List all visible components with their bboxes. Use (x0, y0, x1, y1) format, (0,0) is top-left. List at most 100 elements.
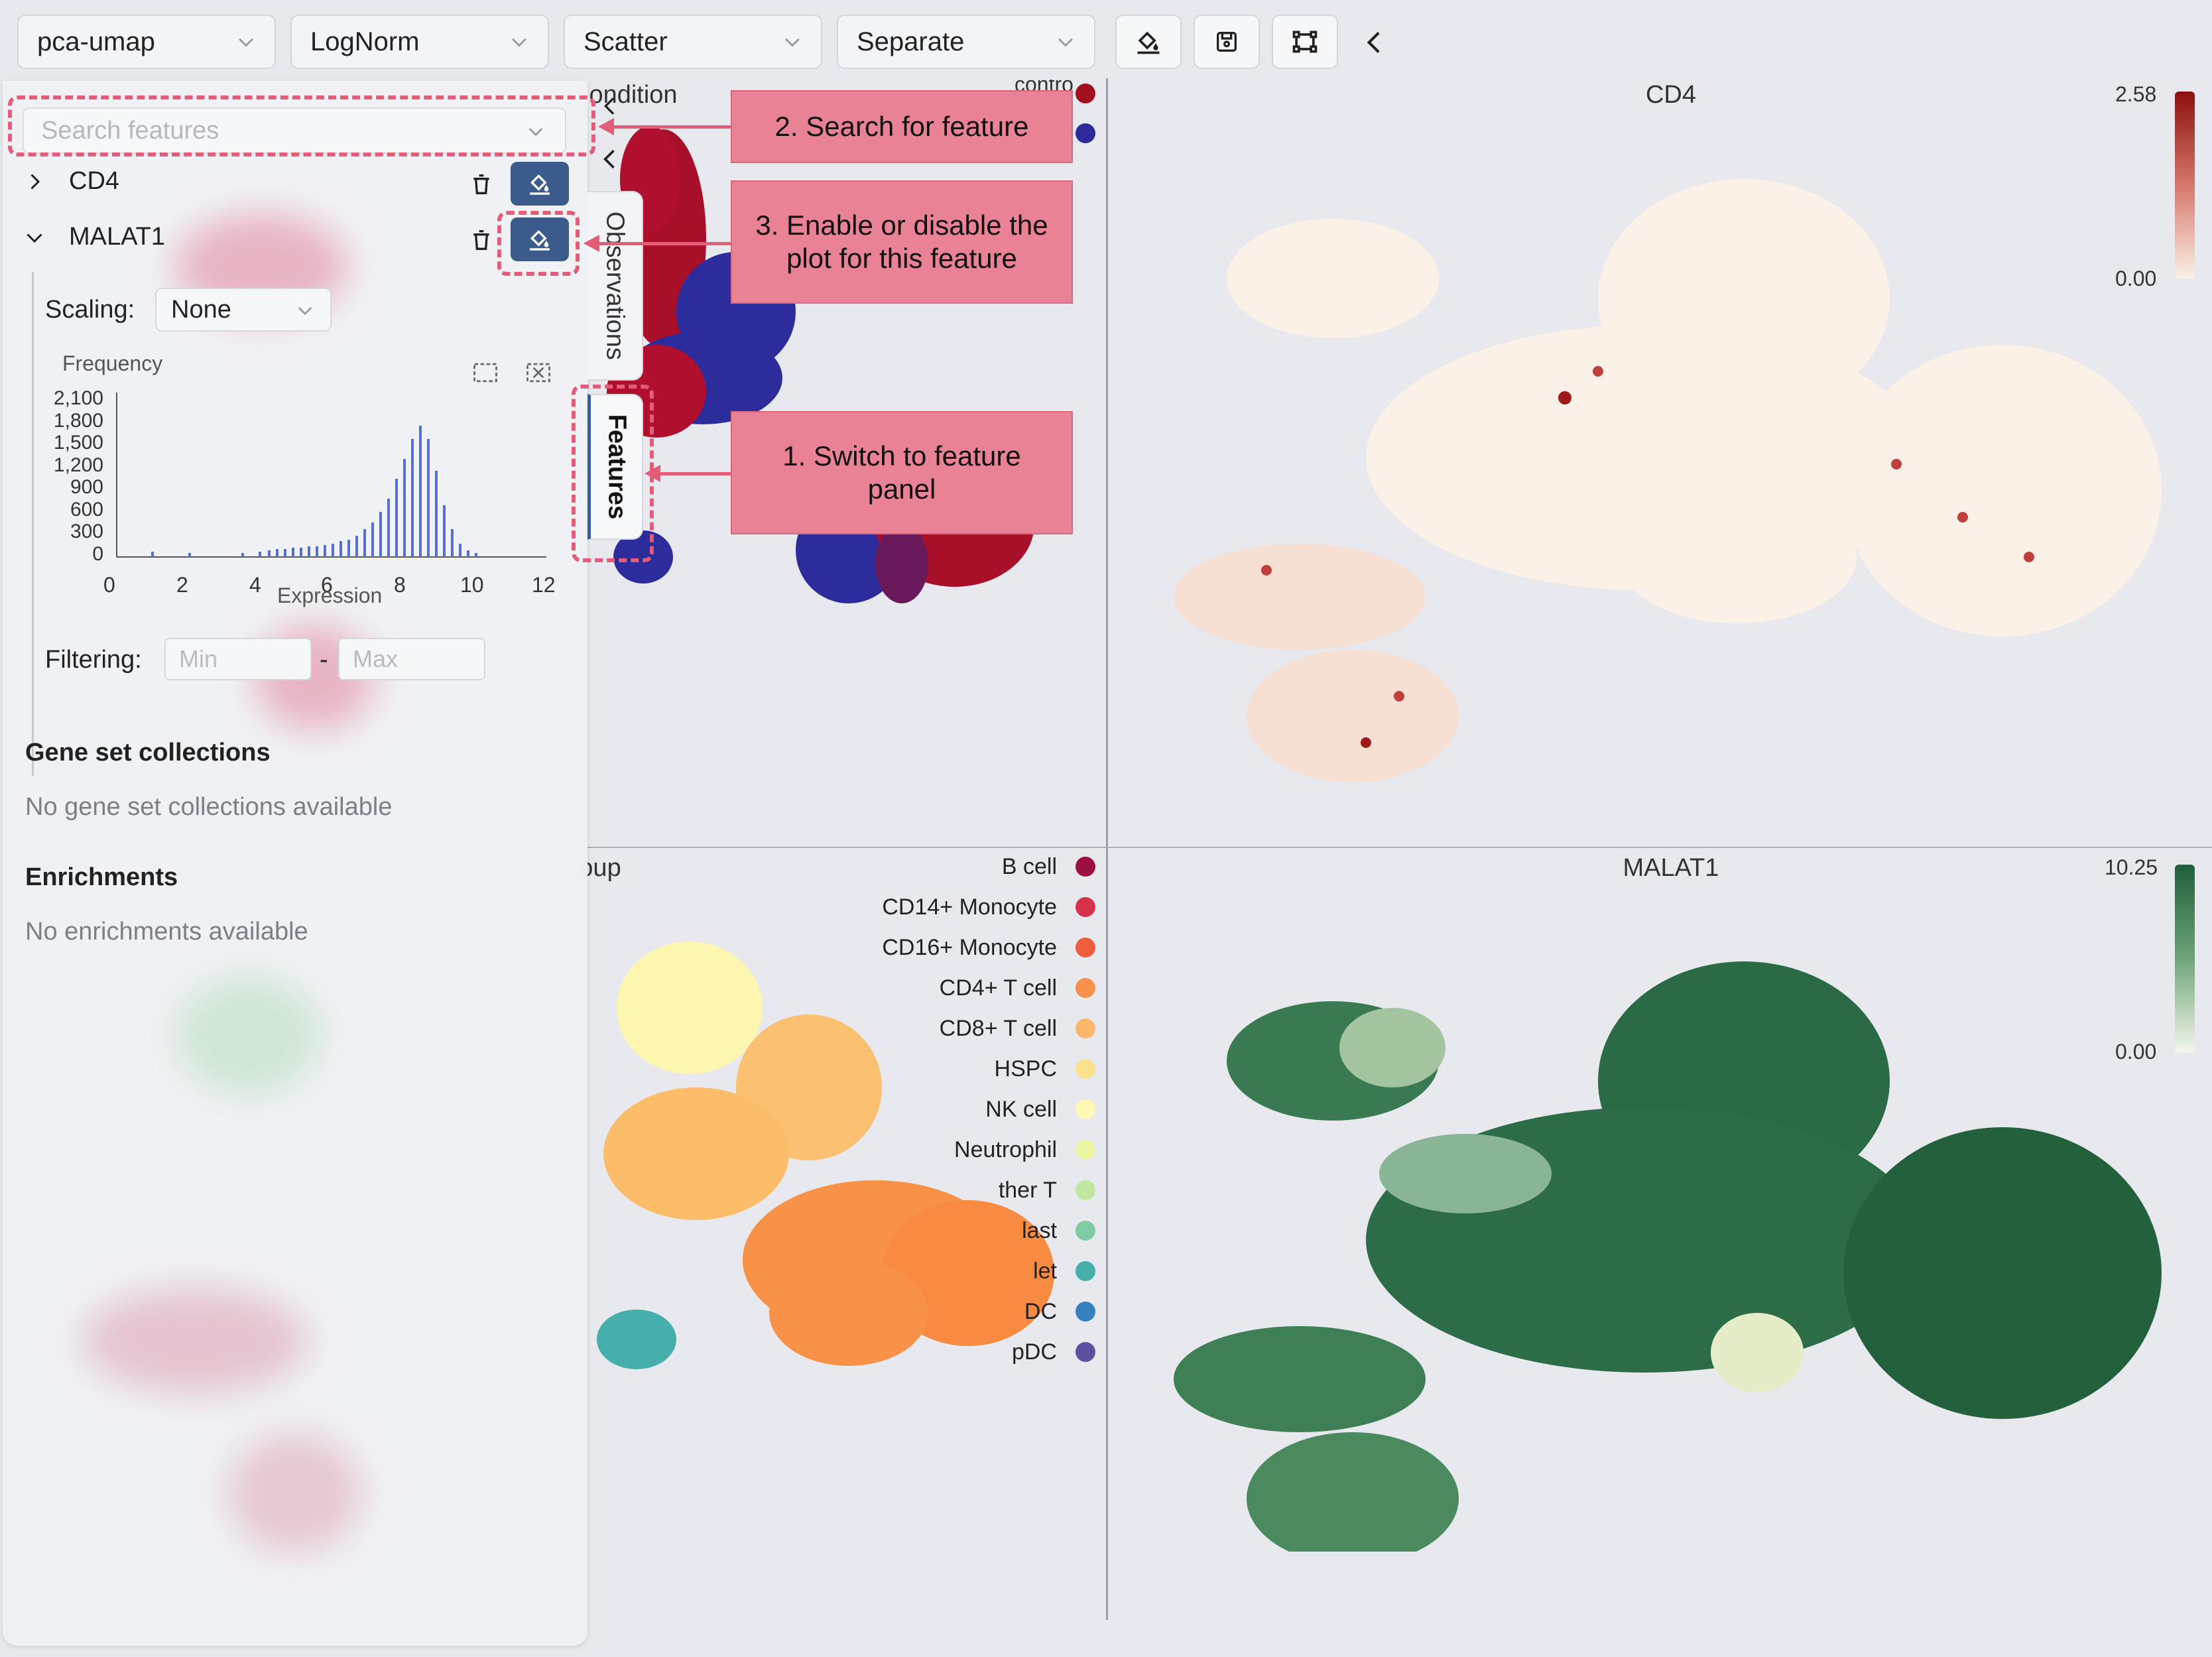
x-tick: 10 (460, 573, 484, 597)
x-tick: 12 (532, 573, 556, 597)
legend-dot (1075, 1018, 1095, 1038)
group-scatter (597, 942, 1054, 1369)
toggle-plot-button-cd4[interactable] (511, 162, 569, 206)
enrichments-empty: No enrichments available (25, 918, 308, 946)
paint-bucket-icon (530, 229, 550, 251)
chevron-left-icon (603, 149, 615, 169)
histogram-y-ticks: 2,100 1,800 1,500 1,200 900 600 300 0 (42, 387, 103, 565)
y-tick: 0 (92, 542, 103, 565)
save-button[interactable] (1194, 15, 1260, 69)
x-tick: 8 (394, 573, 406, 597)
scaling-label: Scaling: (45, 296, 135, 324)
legend-dot (1075, 1342, 1095, 1362)
filter-range-dash: - (320, 646, 328, 674)
legend-label: CD8+ T cell (939, 1016, 1057, 1041)
annotation-arrow-toggle (584, 235, 731, 252)
feature-name: MALAT1 (69, 223, 166, 251)
box-select-icon[interactable] (469, 358, 501, 387)
legend-label: HSPC (994, 1056, 1057, 1081)
legend-dot (1075, 1180, 1095, 1200)
filter-max-input[interactable]: Max (338, 638, 485, 680)
legend-label: ther T (998, 1178, 1057, 1203)
scaling-select[interactable]: None (155, 288, 332, 332)
legend-label: B cell (1001, 854, 1057, 879)
x-tick: 6 (321, 573, 333, 597)
trash-icon[interactable] (468, 170, 495, 199)
malat1-colorbar-max: 10.25 (2105, 855, 2158, 879)
tab-observations-label: Observations (601, 212, 629, 360)
normalization-select[interactable]: LogNorm (290, 15, 549, 69)
expression-histogram (116, 393, 546, 558)
chevron-down-icon (512, 38, 526, 47)
paint-bucket-icon (1137, 31, 1160, 54)
filtering-label: Filtering: (45, 646, 142, 674)
cd4-plot-title: CD4 (1645, 81, 1697, 109)
toolbar: pca-umap LogNorm Scatter Separate (0, 0, 2212, 80)
annotation-callout-features-tab: 1. Switch to feature panel (731, 411, 1073, 534)
trash-icon[interactable] (468, 225, 495, 255)
tab-bar-toggle[interactable] (597, 93, 623, 119)
gene-set-collections-heading: Gene set collections (25, 739, 271, 767)
paint-bucket-icon (530, 174, 550, 195)
x-tick: 0 (103, 573, 115, 597)
feature-row-cd4[interactable]: CD4 (23, 167, 119, 196)
annotation-highlight-search (8, 95, 595, 156)
x-tick: 4 (249, 573, 261, 597)
tab-collapse-button[interactable] (595, 145, 625, 174)
annotation-highlight-features-tab (572, 385, 654, 562)
embedding-select-value: pca-umap (37, 27, 155, 56)
legend-dot (1075, 857, 1095, 877)
condition-plot-title: ondition (589, 81, 678, 109)
cd4-scatter (1174, 179, 2162, 782)
legend-dot (1075, 1099, 1095, 1119)
paint-bucket-button[interactable] (1115, 15, 1182, 69)
legend-dot-control (1075, 84, 1095, 103)
fit-view-button[interactable] (1272, 15, 1338, 69)
layout-select[interactable]: Separate (837, 15, 1095, 69)
tab-observations[interactable]: Observations (587, 191, 643, 381)
cd4-colorbar (2175, 92, 2195, 278)
toggle-plot-button-malat1[interactable] (511, 217, 569, 261)
annotation-arrow-features-tab (645, 465, 731, 482)
legend-label: CD14+ Monocyte (882, 894, 1057, 920)
legend-dot (1075, 897, 1095, 917)
plot-divider-vertical (1106, 78, 1108, 1620)
x-tick: 2 (176, 573, 188, 597)
filter-min-input[interactable]: Min (164, 638, 312, 680)
histogram-ylabel: Frequency (62, 351, 163, 375)
malat1-plot-title: MALAT1 (1623, 854, 1719, 882)
clear-selection-icon[interactable] (522, 358, 554, 387)
blurred-plot-background (175, 976, 321, 1095)
search-features-input[interactable]: Search features (23, 107, 566, 154)
legend-label: NK cell (985, 1097, 1057, 1122)
legend-label: Neutrophil (954, 1137, 1057, 1162)
histogram-xlabel: Expression (277, 583, 383, 607)
y-tick: 300 (70, 521, 103, 542)
y-tick: 1,200 (53, 454, 103, 476)
legend-label: last (1022, 1218, 1057, 1243)
y-tick: 900 (70, 476, 103, 498)
tab-features[interactable]: Features (587, 394, 643, 540)
blurred-plot-background (228, 1434, 361, 1553)
expanded-indent-line (32, 272, 34, 776)
fit-view-icon (1292, 31, 1318, 53)
search-features-placeholder: Search features (41, 116, 219, 145)
y-tick: 1,500 (53, 432, 103, 454)
y-tick: 2,100 (53, 387, 103, 409)
plot-type-select[interactable]: Scatter (564, 15, 822, 69)
legend-dot (1075, 1221, 1095, 1241)
cd4-colorbar-min: 0.00 (2115, 267, 2157, 290)
annotation-arrow-search (598, 118, 731, 135)
legend-label: CD16+ Monocyte (882, 935, 1057, 960)
collapse-panel-button[interactable] (1358, 24, 1391, 61)
annotation-callout-toggle: 3. Enable or disable the plot for this f… (731, 180, 1073, 304)
embedding-select[interactable]: pca-umap (17, 15, 276, 69)
layout-select-value: Separate (857, 27, 965, 56)
feature-row-malat1[interactable]: MALAT1 (23, 223, 165, 251)
chevron-down-icon (1058, 38, 1073, 47)
annotation-callout-search: 2. Search for feature (731, 90, 1073, 163)
plot-type-select-value: Scatter (584, 27, 668, 56)
legend-dot (1075, 1302, 1095, 1321)
legend-label: DC (1024, 1299, 1057, 1324)
legend-dot (1075, 978, 1095, 998)
